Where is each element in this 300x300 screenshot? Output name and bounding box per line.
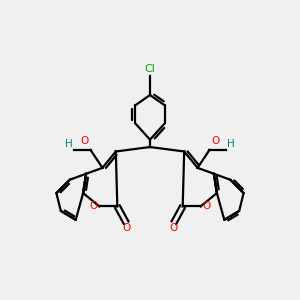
Text: O: O [202, 202, 210, 212]
Text: O: O [81, 136, 89, 146]
Text: Cl: Cl [145, 64, 155, 74]
Text: H: H [227, 139, 235, 148]
Text: O: O [170, 223, 178, 233]
Text: H: H [65, 139, 73, 148]
Text: O: O [90, 202, 98, 212]
Text: O: O [211, 136, 219, 146]
Text: O: O [122, 223, 130, 233]
